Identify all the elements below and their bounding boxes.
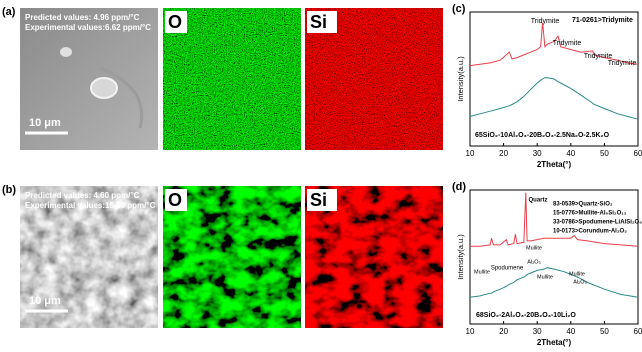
x-tick-label: 50 (600, 149, 609, 158)
x-tick-label: 50 (600, 327, 609, 336)
panel-label: (c) (452, 3, 466, 15)
plot-frame (469, 189, 639, 325)
map-label: O (168, 190, 182, 210)
x-tick-label: 60 (634, 327, 642, 336)
annotation: Tridymite (584, 53, 613, 60)
sem-shadow (99, 66, 144, 129)
annotation: Tridymite (531, 18, 560, 25)
plot-frame (469, 11, 639, 147)
sem-annotation: Predicted values: 4.96 ppm/°C (25, 13, 140, 22)
x-axis-label: 2Theta(°) (537, 160, 572, 169)
map-label-box (307, 11, 337, 33)
sem-image (20, 8, 158, 150)
annotation: 68SiO₂-2Al₂O₃-20B₂O₃-10Li₂O (476, 312, 576, 319)
x-tick-label: 60 (634, 149, 642, 158)
annotation: 10-0173>Corundum-Al₂O₃ (553, 229, 627, 235)
map-label: Si (310, 190, 327, 210)
xrd-curve (469, 22, 639, 67)
x-axis-label: 2Theta(°) (537, 338, 572, 347)
xrd-curve (469, 77, 639, 120)
sem-texture (20, 186, 158, 328)
sem-annotation: Experimental values:6.62 ppm/°C (25, 23, 151, 32)
scale-label: 10 μm (29, 117, 61, 129)
map-label-box (165, 11, 187, 33)
y-axis-label: Intensity(a.u.) (456, 234, 465, 280)
annotation: Mullite (569, 271, 585, 277)
xrd-curve (470, 192, 639, 247)
map-label-box (307, 189, 337, 211)
panel-label: (d) (452, 181, 466, 193)
map-label: O (168, 12, 182, 32)
x-tick-label: 10 (466, 149, 475, 158)
annotation: Mullite (474, 269, 490, 275)
sem-annotation: Predicted values: 4.60 ppm/°C (25, 191, 140, 200)
sem-particle (90, 77, 118, 99)
annotation: Tridymite (553, 40, 582, 47)
x-tick-label: 20 (499, 149, 508, 158)
x-tick-label: 20 (499, 327, 508, 336)
x-tick-label: 40 (566, 327, 575, 336)
annotation: Mullite (537, 274, 553, 280)
annotation: Quartz (528, 198, 547, 204)
panel-label: (b) (2, 184, 16, 196)
map-label-box (165, 189, 187, 211)
y-axis-label: Intensity(a.u.) (456, 56, 465, 102)
sem-annotation: Experimental values:15.10 ppm/°C (25, 201, 156, 210)
annotation: 33-0786>Spodumene-LiAlSi₂O₆ (553, 220, 642, 226)
annotation: Tridymite (608, 60, 637, 67)
map-label: Si (310, 12, 327, 32)
annotation: 83-0539>Quartz-SiO₂ (553, 202, 613, 208)
x-tick-label: 10 (466, 327, 475, 336)
annotation: Spodumene (491, 266, 524, 272)
annotation: Mullite (526, 245, 542, 251)
x-tick-label: 30 (533, 149, 542, 158)
sem-particle (60, 47, 72, 57)
x-tick-label: 30 (533, 327, 542, 336)
x-tick-label: 40 (566, 149, 575, 158)
annotation: 15-0776>Mullite-Al₆Si₂O₁₃ (553, 211, 627, 217)
annotation: Al₂O₃ (527, 259, 541, 265)
annotation: Al₂O₃ (573, 279, 587, 285)
xrd-curve (469, 267, 639, 298)
scale-label: 10 μm (29, 295, 61, 307)
annotation: 71-0261>Tridymite (572, 17, 633, 24)
panel-label: (a) (2, 6, 16, 18)
annotation: 65SiO₂-10Al₂O₃-20B₂O₃-2.5Na₂O-2.5K₂O (475, 132, 610, 139)
